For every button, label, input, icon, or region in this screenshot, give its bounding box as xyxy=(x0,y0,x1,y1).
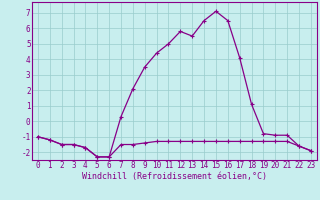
X-axis label: Windchill (Refroidissement éolien,°C): Windchill (Refroidissement éolien,°C) xyxy=(82,172,267,181)
